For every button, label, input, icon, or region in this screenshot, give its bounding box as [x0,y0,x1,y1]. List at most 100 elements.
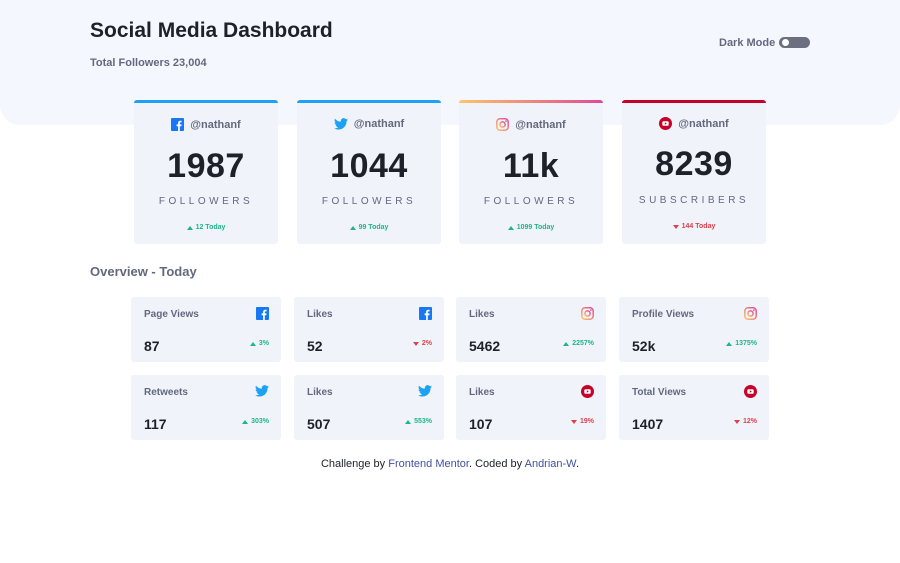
card-facebook[interactable]: @nathanf 1987 FOLLOWERS 12 Today [134,100,278,244]
overview-percent-text: 303% [251,418,269,425]
arrow-up-icon [405,419,412,424]
overview-percent: 553% [405,418,432,425]
overview-percent: 3% [249,340,269,347]
card-accent-bar [134,100,278,103]
overview-value: 1407 [632,416,664,432]
footer-text: . [575,458,580,470]
arrow-up-icon [249,341,256,346]
author-link[interactable]: Andrian-W [524,458,576,470]
overview-card-instagram-likes[interactable]: Likes 5462 2257% [456,297,606,362]
overview-percent-text: 2257% [572,340,594,347]
arrow-up-icon [507,225,514,230]
card-accent-bar [459,100,603,103]
footer-attribution: Challenge by Frontend Mentor. Coded by A… [0,458,900,470]
facebook-icon [171,118,185,131]
overview-percent: 2% [412,340,432,347]
overview-value: 52 [307,338,323,354]
card-accent-bar [297,100,441,103]
arrow-up-icon [349,225,356,230]
card-accent-bar [622,100,766,103]
card-handle: @nathanf [678,117,729,130]
youtube-icon [659,117,673,130]
overview-card-twitter-likes[interactable]: Likes 507 553% [294,375,444,440]
card-count: 1987 [167,147,245,185]
card-instagram[interactable]: @nathanf 11k FOLLOWERS 1099 Today [459,100,603,244]
overview-percent: 303% [242,418,269,425]
arrow-down-icon [412,341,419,346]
overview-value: 117 [144,416,167,432]
card-unit: FOLLOWERS [321,196,417,207]
overview-value: 5462 [469,338,501,354]
instagram-icon [581,307,594,320]
overview-percent: 2257% [563,340,594,347]
overview-value: 107 [469,416,493,432]
overview-percent-text: 1375% [735,340,757,347]
instagram-icon [744,307,757,320]
overview-percent: 12% [733,418,757,425]
dark-mode-toggle[interactable] [779,37,810,48]
youtube-icon [744,385,757,398]
overview-label: Page Views [144,309,199,320]
card-today: 12 Today [134,224,278,231]
overview-card-profile-views[interactable]: Profile Views 52k 1375% [619,297,769,362]
card-handle-row: @nathanf [297,118,441,130]
card-handle-row: @nathanf [459,118,603,131]
card-count: 1044 [330,147,408,185]
overview-card-facebook-likes[interactable]: Likes 52 2% [294,297,444,362]
toggle-knob [782,39,789,46]
twitter-icon [255,385,269,397]
instagram-icon [496,118,510,131]
twitter-icon [418,385,432,397]
card-today: 99 Today [297,224,441,231]
facebook-icon [256,307,269,320]
card-today-text: 12 Today [195,224,226,231]
footer-text: . Coded by [468,458,523,470]
card-today-text: 99 Today [358,224,389,231]
arrow-down-icon [672,224,679,229]
overview-label: Profile Views [632,309,695,320]
card-unit: SUBSCRIBERS [638,195,750,206]
total-followers: Total Followers 23,004 [90,57,207,69]
card-youtube[interactable]: @nathanf 8239 SUBSCRIBERS 144 Today [622,100,766,244]
overview-label: Likes [469,309,495,320]
arrow-down-icon [733,419,740,424]
card-handle: @nathanf [515,118,566,131]
card-today-text: 1099 Today [516,224,555,231]
overview-percent-text: 12% [742,418,757,425]
overview-label: Likes [307,309,333,320]
card-today: 144 Today [622,223,766,230]
youtube-icon [581,385,594,398]
card-count: 11k [502,147,560,185]
dark-mode-label: Dark Mode [719,37,776,49]
overview-percent-text: 19% [579,418,594,425]
card-today: 1099 Today [459,224,603,231]
overview-percent: 1375% [726,340,757,347]
overview-percent-text: 3% [258,340,269,347]
card-handle-row: @nathanf [134,118,278,131]
card-unit: FOLLOWERS [483,196,579,207]
card-twitter[interactable]: @nathanf 1044 FOLLOWERS 99 Today [297,100,441,244]
card-today-text: 144 Today [681,223,716,230]
overview-label: Retweets [144,387,188,398]
twitter-icon [333,118,348,130]
arrow-down-icon [570,419,577,424]
card-handle: @nathanf [353,118,405,130]
card-unit: FOLLOWERS [158,196,254,207]
overview-value: 87 [144,338,160,354]
overview-card-youtube-likes[interactable]: Likes 107 19% [456,375,606,440]
card-count: 8239 [655,145,733,183]
overview-percent-text: 553% [414,418,432,425]
overview-percent: 19% [570,418,594,425]
overview-label: Total Views [632,387,687,398]
facebook-icon [419,307,432,320]
frontend-mentor-link[interactable]: Frontend Mentor [388,458,469,470]
overview-title: Overview - Today [90,264,197,279]
overview-label: Likes [469,387,495,398]
overview-card-page-views[interactable]: Page Views 87 3% [131,297,281,362]
overview-label: Likes [307,387,333,398]
overview-value: 52k [632,338,656,354]
arrow-up-icon [563,341,570,346]
overview-value: 507 [307,416,331,432]
overview-card-retweets[interactable]: Retweets 117 303% [131,375,281,440]
overview-card-total-views[interactable]: Total Views 1407 12% [619,375,769,440]
